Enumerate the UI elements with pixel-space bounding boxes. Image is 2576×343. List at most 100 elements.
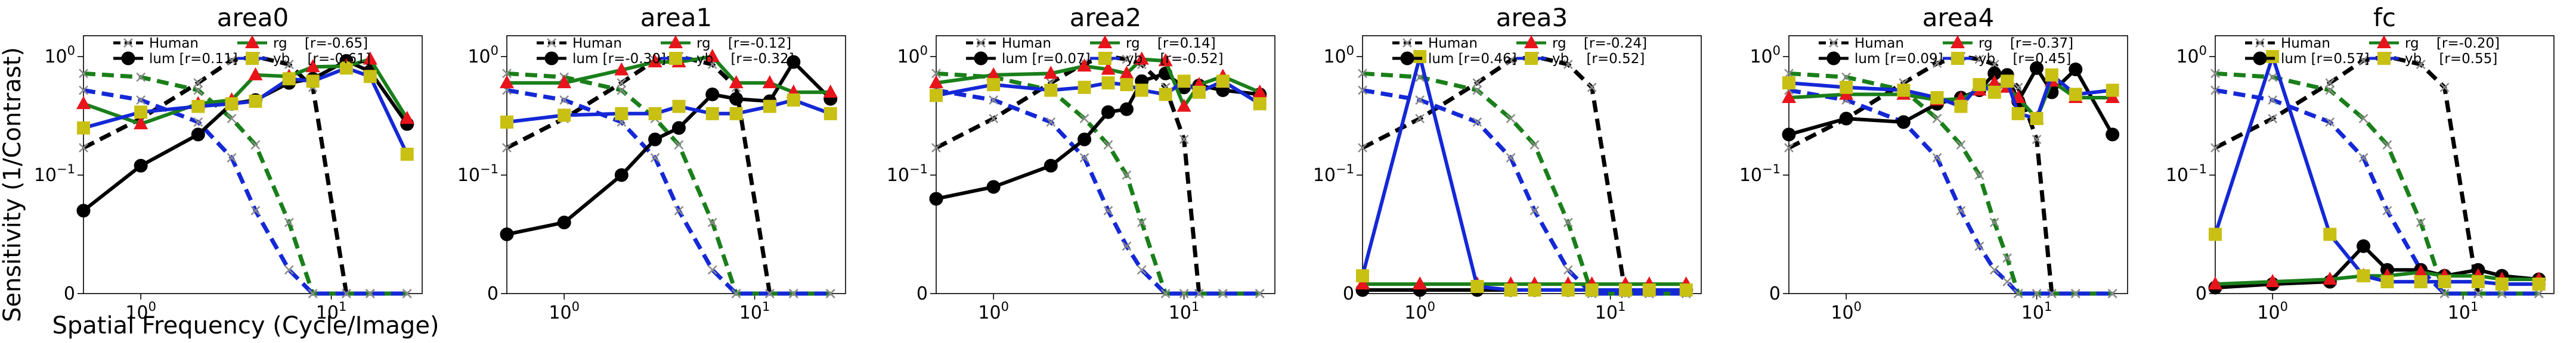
human-lum-point — [1122, 54, 1132, 64]
human-yb-point — [193, 117, 203, 127]
human-yb-point — [2002, 277, 2012, 286]
human-yb-point — [1989, 265, 1999, 275]
rg-point — [614, 62, 629, 76]
human-lum-point — [1587, 82, 1597, 92]
human-lum-point — [1358, 143, 1367, 153]
yb-point — [987, 78, 1001, 92]
human-yb-point — [650, 153, 660, 163]
legend-human-marker — [123, 38, 133, 48]
rg-point — [1158, 53, 1173, 67]
yb-point — [1120, 78, 1134, 92]
human-yb-point — [1956, 205, 1966, 216]
human-rg-point — [2382, 140, 2392, 150]
rg-point — [2323, 272, 2337, 285]
human-rg-point — [1784, 68, 1794, 79]
yb-point — [1253, 97, 1267, 111]
yb-point — [1585, 283, 1599, 297]
yb-point — [1840, 80, 1853, 94]
lum-point — [2357, 239, 2371, 253]
legend-lum-marker — [974, 51, 988, 66]
human-lum-point — [1506, 55, 1516, 66]
x-tick-label: 100 — [549, 300, 580, 323]
yb-point — [400, 147, 414, 161]
human-yb-point — [2473, 289, 2483, 298]
human-yb-point — [1415, 95, 1425, 105]
human-yb-point — [788, 289, 798, 298]
yb-point — [1135, 83, 1148, 97]
yb-point — [2030, 112, 2044, 126]
x-tick-label: 100 — [978, 300, 1009, 323]
human-rg-line — [506, 71, 831, 296]
y-tick-label: 0 — [487, 283, 499, 304]
yb-line — [83, 66, 409, 155]
y-tick-label: 10−1 — [2166, 162, 2207, 186]
lum-point — [1782, 127, 1796, 142]
human-rg-line — [1362, 71, 1686, 296]
yb-point — [1987, 85, 2001, 99]
human-rg-point — [1103, 140, 1113, 150]
lum-point — [76, 204, 91, 218]
human-lum-point — [2268, 114, 2278, 123]
rg-point — [1119, 66, 1134, 79]
human-rg-point — [2002, 253, 2012, 263]
human-rg-point — [931, 68, 941, 79]
human-rg-point — [1932, 114, 1942, 123]
human-lum-point — [2439, 82, 2450, 92]
legend-rg-marker — [1524, 35, 1538, 48]
lum-point — [705, 87, 720, 101]
yb-point — [134, 105, 148, 119]
human-lum-point — [931, 143, 941, 153]
human-rg-point — [502, 68, 512, 79]
rg-point — [248, 67, 263, 80]
rg-point — [929, 75, 943, 89]
yb-point — [2266, 50, 2280, 64]
yb-point — [1782, 76, 1795, 90]
yb-line — [506, 98, 831, 124]
rg-point — [2208, 276, 2222, 290]
human-yb-point — [559, 95, 569, 105]
rg-point — [2413, 264, 2428, 278]
yb-point — [2209, 227, 2222, 241]
x-tick-label: 101 — [1595, 300, 1626, 323]
human-yb-point — [2210, 85, 2220, 95]
human-lum-point — [227, 55, 237, 66]
yb-point — [2106, 83, 2119, 97]
yb-point — [1078, 80, 1091, 94]
human-yb-point — [1506, 153, 1516, 163]
yb-point — [2380, 275, 2394, 289]
human-lum-point — [79, 143, 88, 153]
human-rg-point — [1989, 217, 1999, 227]
human-lum-point — [1563, 60, 1573, 69]
legend-yb-marker — [1951, 52, 1964, 65]
rg-line — [83, 57, 409, 126]
human-yb-point — [227, 153, 237, 163]
y-tick-label: 0 — [917, 283, 928, 304]
human-lum-point — [502, 143, 512, 153]
legend-rg-label: rg [r=0.14] — [1126, 36, 1216, 51]
rg-point — [2265, 274, 2280, 288]
rg-point — [648, 54, 662, 68]
yb-point — [1561, 283, 1575, 297]
legend-rg-marker — [1950, 35, 1965, 48]
legend-lum-marker — [121, 51, 135, 66]
x-tick-label: 101 — [2021, 300, 2052, 323]
human-yb-point — [342, 289, 351, 298]
human-rg-point — [2416, 217, 2426, 227]
lum-point — [648, 132, 662, 146]
human-lum-point — [1784, 143, 1794, 153]
human-rg-line — [1788, 71, 2113, 296]
human-lum-point — [2358, 55, 2368, 66]
yb-point — [1159, 88, 1172, 101]
legend-lum-marker — [1400, 51, 1414, 66]
human-rg-point — [1358, 68, 1367, 79]
lum-point — [1078, 132, 1092, 146]
yb-line — [2213, 51, 2539, 286]
human-rg-point — [2325, 85, 2335, 95]
axes-frame — [1788, 35, 2128, 294]
